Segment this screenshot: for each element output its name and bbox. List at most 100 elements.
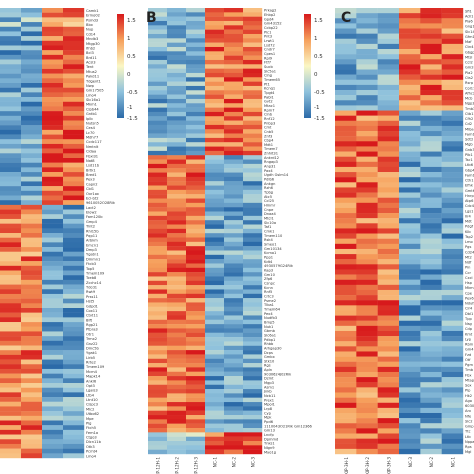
gene-label: Jnkb [263,390,272,394]
gene-label: Ccl2 [465,61,473,65]
heatmap-cell [377,264,400,270]
heatmap-cell [63,143,85,149]
gene-label: Rnf5 [264,290,272,294]
heatmap-cell [205,371,225,377]
heatmap-cell [224,185,244,191]
heatmap-cell [167,133,187,139]
gene-label: Kdt4 [264,260,273,264]
heatmap-cell [186,384,206,390]
heatmap-cell [399,330,421,337]
heatmap-cell [42,143,64,149]
heatmap-cell [21,73,43,79]
heatmap-cell [0,322,22,327]
heatmap-cell [243,211,263,217]
heatmap-cell [441,100,464,106]
heatmap-cell [148,181,168,186]
heatmap-cell [441,448,464,455]
heatmap-cell [148,319,168,325]
heatmap-cell [441,300,464,306]
heatmap-cell [148,215,168,221]
heatmap-cell [335,161,357,168]
heatmap-cell [148,332,168,338]
heatmap-cell [399,23,421,29]
heatmap-cell [377,392,400,398]
heatmap-cell [356,279,378,286]
heatmap-cell [21,326,43,332]
heatmap-cell [63,350,85,356]
heatmap-cell [186,137,206,143]
heatmap-cell [148,8,168,13]
heatmap-cell [63,54,85,60]
heatmap-cell [148,445,168,450]
heatmap-cell [0,54,22,60]
heatmap-cell [441,223,464,229]
heatmap-cell [377,371,400,378]
heatmap-cell [42,425,64,431]
heatmap-cell [63,218,85,224]
heatmap-cell [420,8,442,14]
heatmap-cell [441,156,464,162]
heatmap-cell [243,129,263,134]
heatmap-cell [441,141,464,147]
heatmap-cell [148,168,168,173]
heatmap-cell [148,276,168,281]
heatmap-cell [148,432,168,437]
heatmap-cell [148,111,168,117]
heatmap-cell [356,33,378,39]
heatmap-cell [243,185,263,191]
heatmap-cell [205,150,225,156]
gene-label: 9030624J02Rik [264,372,292,376]
heatmap-cell [420,74,442,80]
heatmap-cell [148,254,168,260]
heatmap-cell [21,237,43,243]
heatmap-cell [335,330,357,337]
heatmap-cell [205,306,225,312]
heatmap-cell [356,69,378,75]
heatmap-cell [186,419,206,424]
legend-tick-label: 1.5 [127,18,136,24]
heatmap-panel-b: Prkag2Ehbp2Gpd4Gm43152Ccbp22Plc1Pnt3Lrwt… [148,8,313,474]
gene-label: Cfh2 [465,117,473,121]
gene-label: Ndf [465,261,472,265]
heatmap-cell [224,29,244,35]
heatmap-cell [224,285,244,290]
gene-label: Dbl1 [465,312,473,316]
heatmap-cell [420,218,442,224]
heatmap-cell [0,312,22,318]
gene-label: Zfp6 [264,277,273,281]
heatmap-cell [63,36,85,42]
heatmap-cell [441,213,464,219]
heatmap-cell [420,161,442,168]
heatmap-cell [356,13,378,19]
heatmap-cell [42,120,64,126]
heatmap-cell [441,105,464,111]
heatmap-cell [0,111,22,117]
heatmap-cell [148,306,168,312]
heatmap-cell [205,302,225,307]
heatmap-cell [167,202,187,208]
heatmap-cell [420,254,442,260]
heatmap-cell [356,233,378,239]
heatmap-cell [205,441,225,446]
heatmap-cell [420,146,442,152]
heatmap-cell [167,428,187,433]
heatmap-cell [224,241,244,247]
gene-label: Mcb [465,97,473,101]
heatmap-cell [63,429,85,435]
gene-label: Otr1 [86,332,94,336]
heatmap-cell [63,106,85,112]
heatmap-cell [243,133,263,139]
heatmap-cell [167,285,187,290]
heatmap-cell [0,134,22,140]
heatmap-cell [205,272,225,277]
heatmap-cell [377,33,400,39]
heatmap-cell [148,389,168,394]
heatmap-cell [243,8,263,13]
heatmap-cell [224,428,244,433]
heatmap-cell [186,280,206,286]
heatmap-cell [224,181,244,186]
heatmap-cell [205,263,225,269]
heatmap-cell [63,125,85,131]
heatmap-cell [42,204,64,210]
heatmap-cell [205,254,225,260]
